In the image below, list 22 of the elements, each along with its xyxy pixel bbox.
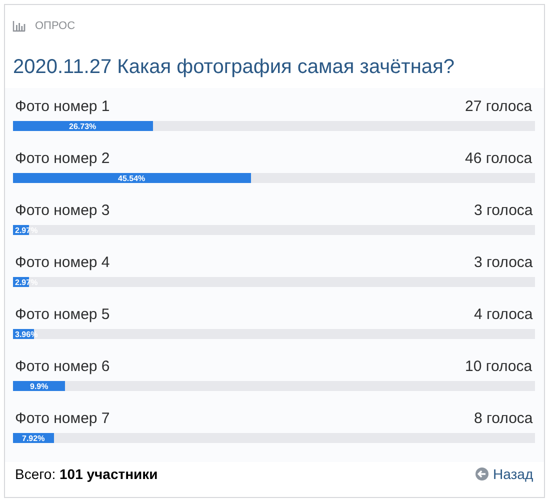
y-tick-label: Фото номер 2 [15,150,110,167]
annotation: 27 голоса [465,98,533,115]
annotation: 10 голоса [465,358,533,375]
y-tick-label: Фото номер 6 [15,358,110,375]
data-label: 7.92% [22,434,45,443]
annotation: 3 голоса [474,254,534,271]
y-tick-label: Фото номер 5 [15,306,110,323]
y-tick-label: Фото номер 4 [15,254,110,271]
y-tick-label: Фото номер 3 [15,202,110,219]
data-label: 26.73% [69,122,96,131]
data-label: 45.54% [118,174,146,183]
y-tick-label: Фото номер 1 [15,98,110,115]
y-tick-label: Фото номер 7 [15,410,110,427]
data-label: 9.9% [30,382,48,391]
annotation: 46 голоса [465,150,533,167]
text: ОПРОС [35,20,76,32]
chart-title: 2020.11.27 Какая фотография самая зачётная? [13,56,454,78]
text: Назад [493,466,534,482]
annotation: 8 голоса [474,410,534,427]
annotation: 4 голоса [474,306,534,323]
text: Всего: 101 участники [15,466,158,482]
annotation: 3 голоса [474,202,534,219]
